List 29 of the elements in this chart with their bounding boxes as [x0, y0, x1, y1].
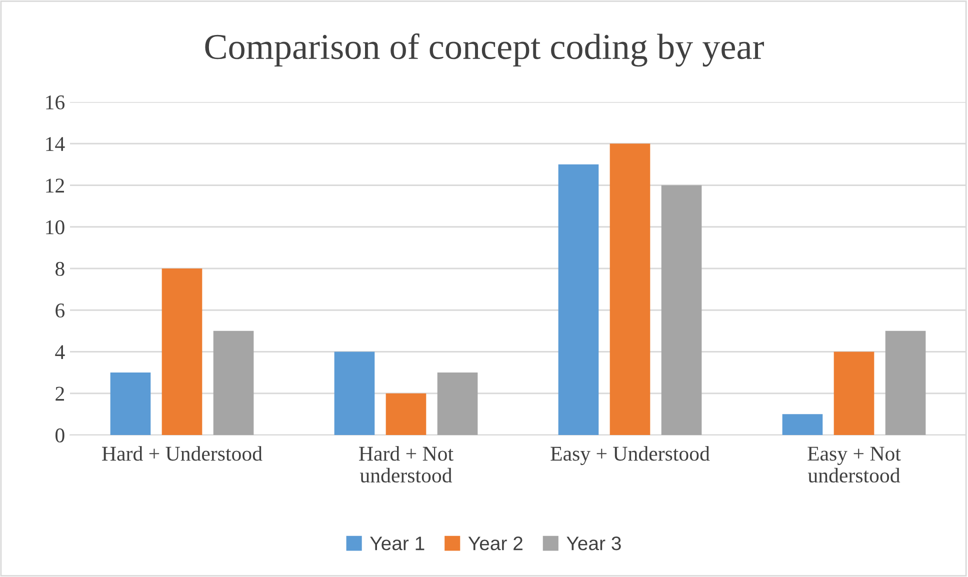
y-tick-label: 0: [56, 428, 64, 442]
bar: [334, 352, 375, 435]
y-tick-label: 8: [56, 262, 64, 276]
x-tick-label: Hard + Not understood: [359, 446, 454, 483]
bar: [834, 352, 874, 435]
bar: [110, 372, 151, 435]
bar: [558, 164, 599, 435]
bar: [610, 144, 650, 435]
x-tick-label: Hard + Understood: [102, 446, 262, 461]
legend-label: Year 2: [468, 536, 522, 550]
bar: [782, 414, 823, 435]
y-tick-label: 10: [46, 220, 64, 234]
legend-label: Year 3: [566, 536, 621, 550]
bar: [885, 330, 926, 435]
y-tick-label: 14: [46, 137, 65, 151]
bar: [437, 372, 478, 435]
y-tick-label: 4: [55, 345, 65, 359]
y-tick-label: 12: [46, 178, 64, 192]
chart-title: Comparison of concept coding by year: [205, 33, 764, 67]
y-tick-label: 16: [46, 95, 65, 110]
x-tick-label: Easy + Not understood: [808, 446, 901, 483]
legend-label: Year 1: [370, 536, 424, 550]
bar: [162, 268, 202, 435]
x-tick-label: Easy + Understood: [550, 446, 710, 466]
bar: [386, 393, 426, 435]
bar: [661, 185, 702, 435]
bar: [213, 330, 254, 435]
y-tick-label: 2: [56, 386, 64, 401]
y-tick-label: 6: [56, 304, 65, 318]
